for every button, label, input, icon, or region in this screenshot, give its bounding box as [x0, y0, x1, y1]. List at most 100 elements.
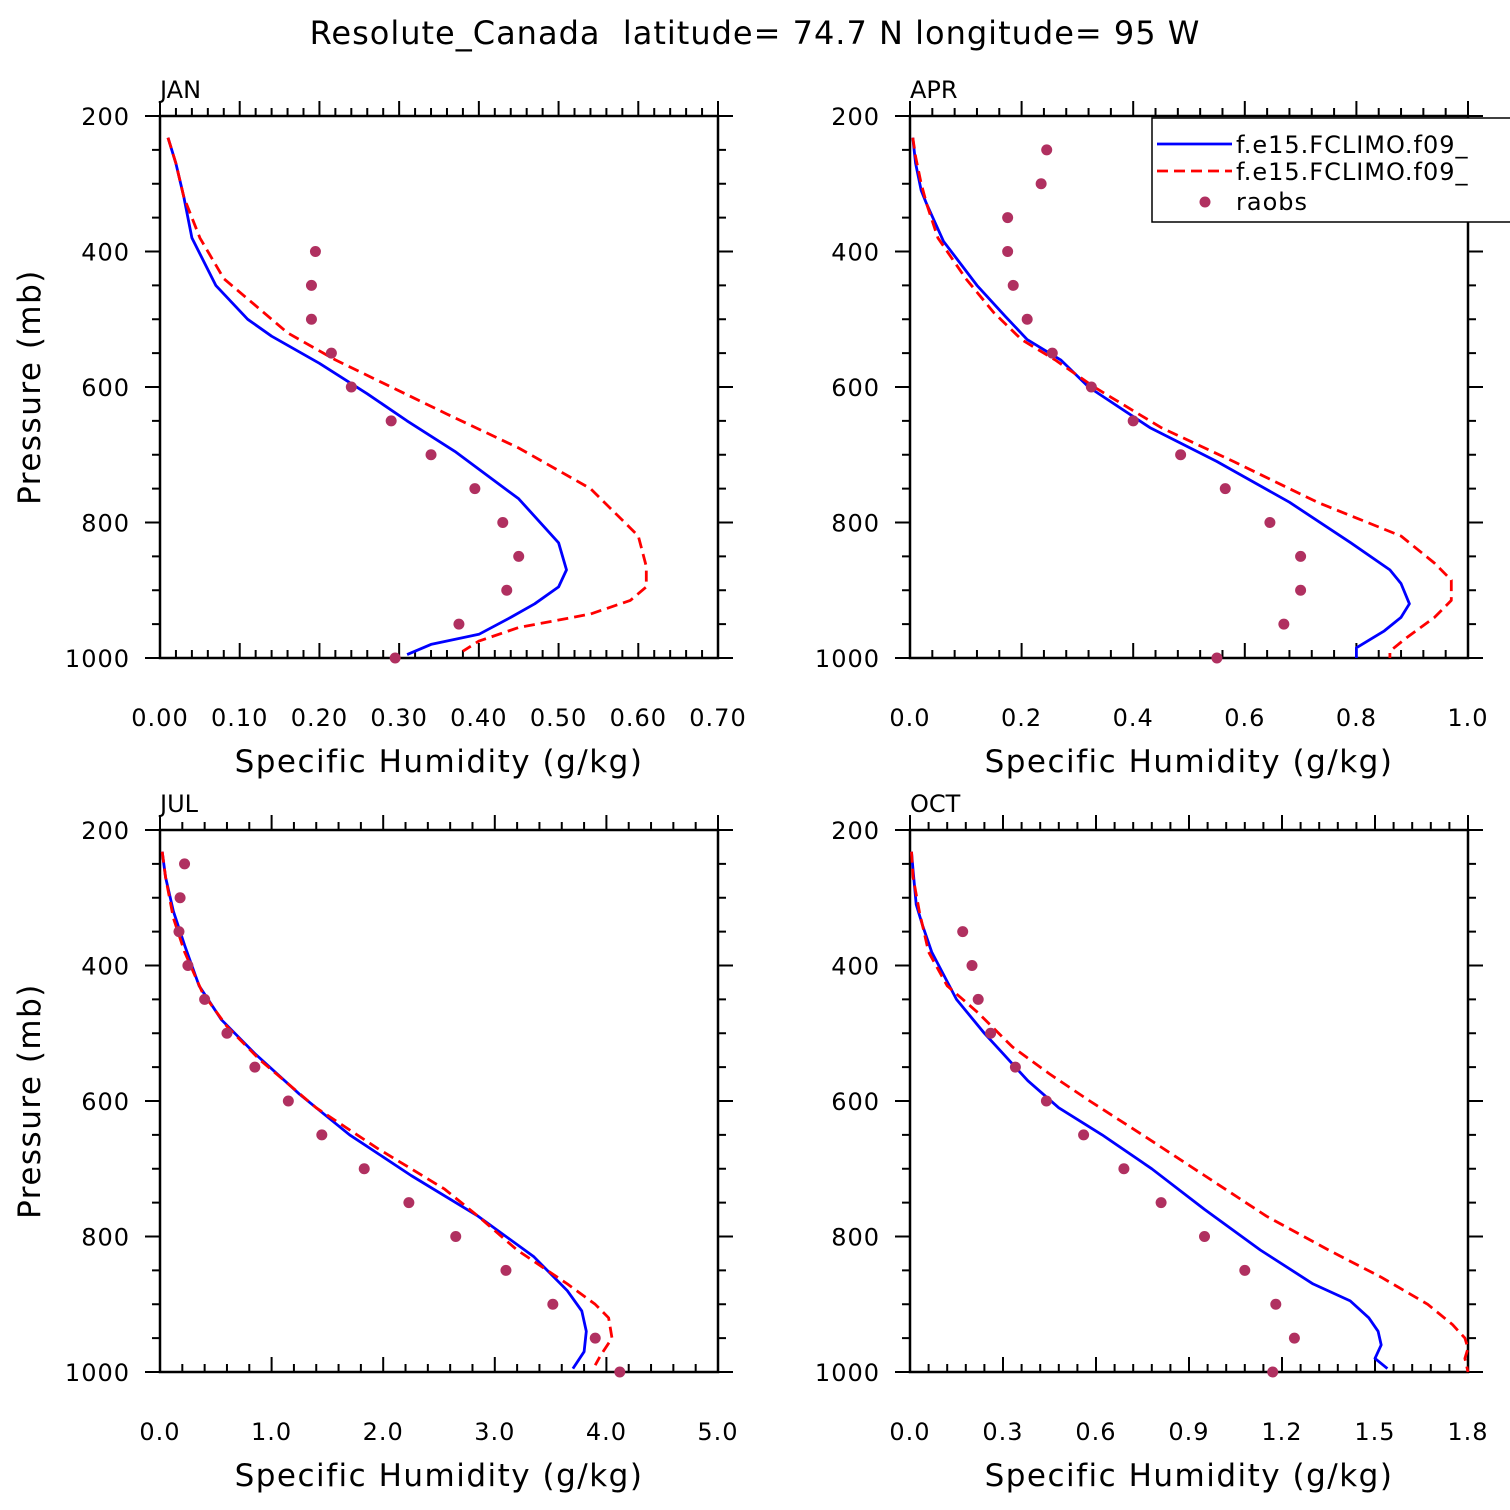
x-tick-label: 0.0 [139, 1418, 180, 1446]
raobs-point [1007, 279, 1019, 291]
raobs-point [1270, 1298, 1282, 1310]
raobs-point [957, 926, 969, 938]
x-tick-label: 0.8 [1336, 704, 1377, 732]
x-axis-label-jan: Specific Humidity (g/kg) [235, 744, 644, 780]
x-tick-label: 0.0 [889, 1418, 930, 1446]
raobs-point [1267, 1366, 1279, 1378]
raobs-point [1211, 652, 1223, 664]
y-tick-label: 1000 [815, 1359, 880, 1387]
raobs-point [1085, 381, 1097, 393]
ticks-apr [895, 101, 1483, 659]
raobs-point [1295, 584, 1307, 596]
x-tick-label: 0.3 [982, 1418, 1023, 1446]
raobs-point [385, 415, 397, 427]
x-tick-label: 0.60 [610, 704, 667, 732]
raobs-point [501, 584, 513, 596]
x-tick-label: 0.20 [291, 704, 348, 732]
raobs-point [547, 1298, 559, 1310]
raobs-point [221, 1027, 233, 1039]
raobs-point [1035, 178, 1047, 190]
x-tick-label: 1.0 [1447, 704, 1488, 732]
raobs-point [305, 313, 317, 325]
legend-label: f.e15.FCLIMO.f09_ [1236, 131, 1469, 159]
plot-frame-jan [158, 114, 720, 660]
series-dashed-line-oct [910, 851, 1470, 1373]
raobs-point [249, 1061, 261, 1073]
y-tick-label: 1000 [815, 645, 880, 673]
raobs-point [966, 960, 978, 971]
y-axis-label-jul: Pressure (mb) [12, 983, 48, 1219]
panel-title-jul: JUL [158, 790, 199, 818]
series-solid-line-apr [911, 137, 1411, 658]
x-tick-label: 2.0 [363, 1418, 404, 1446]
raobs-point [358, 1163, 370, 1175]
x-tick-label: 3.0 [474, 1418, 515, 1446]
raobs-point [1046, 347, 1058, 359]
y-tick-label: 1000 [65, 645, 130, 673]
raobs-point [182, 960, 194, 971]
raobs-point [1040, 1095, 1052, 1107]
raobs-point [1155, 1197, 1167, 1209]
raobs-point [1041, 144, 1053, 156]
raobs-point [316, 1129, 328, 1141]
x-tick-label: 0.70 [689, 704, 746, 732]
panel-jan: JAN 0.00 0.10 0.20 0.30 0.40 0.50 0.60 0.70 200 40… [12, 76, 746, 780]
raobs-point [1199, 1231, 1210, 1242]
ticks-oct [895, 815, 1483, 1373]
x-tick-label: 0.6 [1075, 1418, 1116, 1446]
x-axis-label-oct: Specific Humidity (g/kg) [985, 1458, 1394, 1494]
y-tick-label: 800 [81, 1224, 130, 1252]
x-tick-label: 0.9 [1168, 1418, 1209, 1446]
raobs-point [325, 347, 337, 359]
panel-title-apr: APR [910, 76, 958, 104]
y-tick-label: 600 [81, 1088, 130, 1116]
y-tick-label: 800 [831, 510, 880, 538]
raobs-point [389, 652, 401, 664]
series-dashed-line-jul [160, 851, 614, 1366]
panel-title-jan: JAN [158, 76, 201, 104]
raobs-point [589, 1332, 601, 1344]
y-tick-label: 400 [81, 239, 130, 267]
x-tick-label: 0.6 [1224, 704, 1265, 732]
raobs-point [1288, 1332, 1300, 1344]
y-tick-label: 200 [831, 817, 880, 845]
raobs-point [282, 1095, 294, 1107]
raobs-point [1264, 517, 1276, 528]
y-tick-label: 400 [831, 239, 880, 267]
x-tick-label: 1.5 [1354, 1418, 1395, 1446]
panels: JAN 0.00 0.10 0.20 0.30 0.40 0.50 0.60 0.70 200 40… [12, 76, 1488, 1494]
y-tick-label: 200 [81, 103, 130, 131]
raobs-point [1219, 483, 1231, 495]
y-tick-label: 600 [831, 374, 880, 402]
legend-marker-dot [1199, 196, 1211, 208]
x-tick-label: 1.8 [1447, 1418, 1488, 1446]
raobs-point [513, 550, 525, 562]
x-tick-label: 0.10 [211, 704, 268, 732]
x-tick-label: 0.2 [1001, 704, 1042, 732]
raobs-point [1002, 246, 1014, 257]
panel-apr: APR 0.0 0.2 0.4 0.6 0.8 1.0 200 400 600 800 1000 Spe… [815, 76, 1488, 780]
y-tick-label: 400 [831, 953, 880, 981]
panel-oct: OCT 0.0 0.3 0.6 0.9 1.2 1.5 1.8 200 400 600 800 1000… [815, 790, 1488, 1494]
raobs-point [1078, 1129, 1090, 1141]
series-raobs-oct [957, 926, 1300, 1378]
y-tick-label: 1000 [65, 1359, 130, 1387]
panel-title-oct: OCT [910, 790, 961, 818]
raobs-point [469, 483, 481, 495]
x-axis-label-apr: Specific Humidity (g/kg) [985, 744, 1394, 780]
legend-label: raobs [1236, 188, 1308, 216]
raobs-point [453, 618, 465, 630]
raobs-point [497, 517, 509, 528]
raobs-point [985, 1027, 997, 1039]
ticks-jan [145, 101, 733, 659]
raobs-point [1278, 618, 1290, 630]
raobs-point [1127, 415, 1139, 427]
raobs-point [1295, 550, 1307, 562]
y-tick-label: 800 [831, 1224, 880, 1252]
figure-title: Resolute_Canada latitude= 74.7 N longitu… [310, 14, 1201, 52]
raobs-point [1002, 212, 1014, 224]
raobs-point [500, 1264, 512, 1276]
raobs-point [403, 1197, 415, 1209]
raobs-point [179, 858, 191, 870]
